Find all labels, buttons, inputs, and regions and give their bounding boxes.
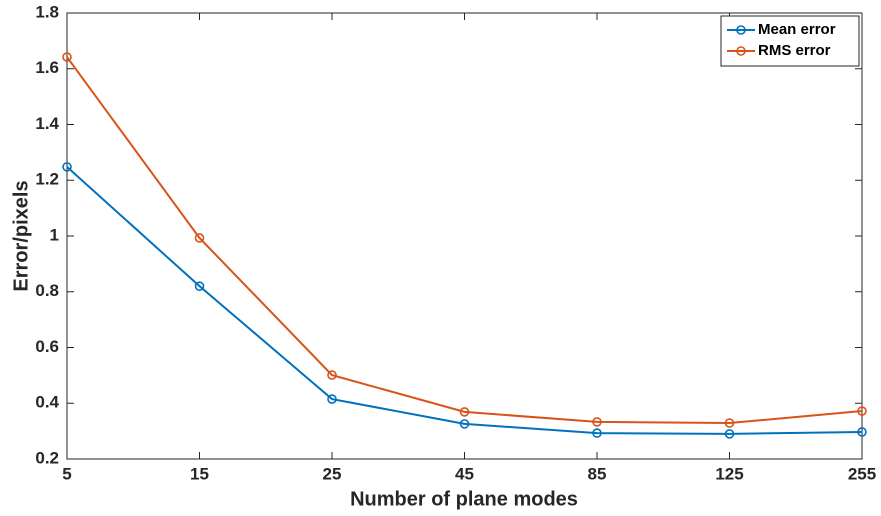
- x-tick-label: 25: [323, 464, 342, 483]
- data-point: [459, 419, 470, 429]
- series-line: [66, 166, 863, 435]
- data-point: [327, 370, 337, 380]
- legend-label: RMS error: [758, 42, 831, 59]
- y-tick-label: 1.6: [35, 58, 59, 77]
- x-axis-label: Number of plane modes: [350, 488, 578, 510]
- data-point: [857, 406, 867, 416]
- y-tick-label: 1.4: [35, 114, 59, 133]
- x-tick-label: 5: [62, 464, 71, 483]
- series-line: [66, 56, 863, 425]
- x-tick-label: 125: [715, 464, 743, 483]
- x-tick-label: 85: [588, 464, 607, 483]
- y-axis-label: Error/pixels: [10, 180, 32, 291]
- data-point: [62, 162, 72, 172]
- data-point: [724, 418, 735, 428]
- plot-area: [66, 12, 863, 460]
- data-point: [194, 233, 205, 243]
- x-tick-label: 255: [848, 464, 876, 483]
- legend-label: Mean error: [758, 21, 836, 38]
- y-tick-label: 0.6: [35, 337, 59, 356]
- y-tick-label: 1.2: [35, 170, 59, 189]
- y-tick-label: 1: [50, 225, 59, 244]
- x-tick-label: 15: [190, 464, 209, 483]
- legend-box: [720, 15, 860, 67]
- data-point: [724, 429, 735, 439]
- data-point: [592, 417, 602, 427]
- y-tick-label: 0.4: [35, 393, 59, 412]
- data-point: [62, 52, 72, 62]
- data-point: [857, 427, 867, 437]
- data-point: [459, 407, 470, 417]
- x-tick-label: 45: [455, 464, 474, 483]
- y-tick-label: 0.2: [35, 448, 59, 467]
- legend-marker: [736, 46, 746, 56]
- y-tick-label: 1.8: [35, 2, 59, 21]
- legend-marker: [736, 25, 746, 35]
- data-point: [327, 394, 337, 404]
- y-tick-label: 0.8: [35, 281, 59, 300]
- data-point: [592, 428, 602, 438]
- data-point: [194, 281, 205, 291]
